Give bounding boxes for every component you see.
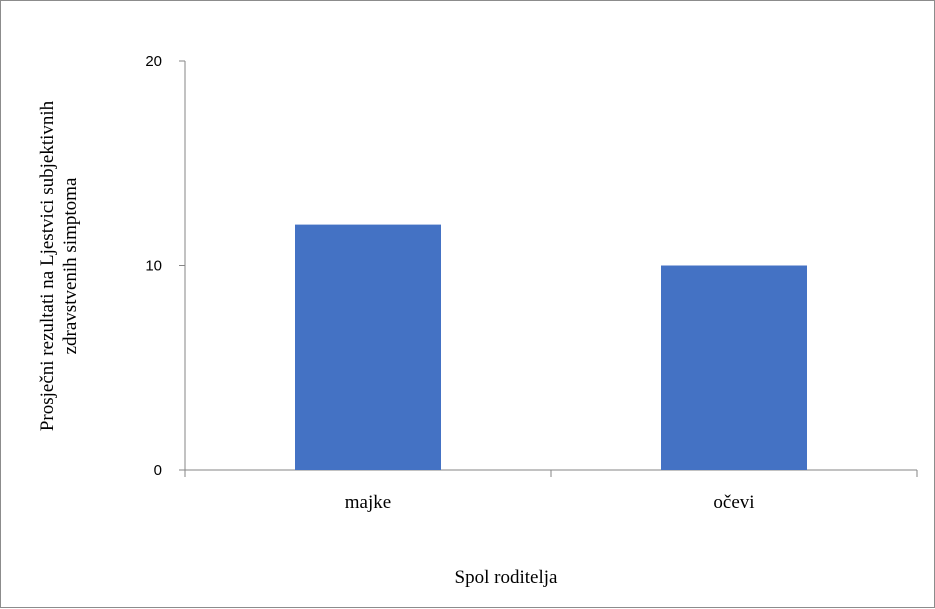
axes [184,61,917,471]
x-category-label: očevi [713,492,754,513]
x-category-label: majke [345,492,391,513]
y-tick-label: 0 [154,462,162,479]
y-axis-title: Prosječni rezultati na Ljestvici subjekt… [37,100,81,431]
y-ticks: 0 10 20 [145,53,918,479]
y-axis-title-line-1: Prosječni rezultati na Ljestvici subjekt… [37,100,58,431]
x-categories: majke očevi [345,492,755,513]
bar-očevi [661,265,807,470]
y-axis-title-line-2: zdravstvenih simptoma [60,177,81,354]
y-tick-label: 10 [145,258,162,275]
bar-majke [295,224,441,470]
x-axis-title: Spol roditelja [455,567,558,588]
bars [295,224,807,470]
y-tick-label: 20 [145,53,162,70]
